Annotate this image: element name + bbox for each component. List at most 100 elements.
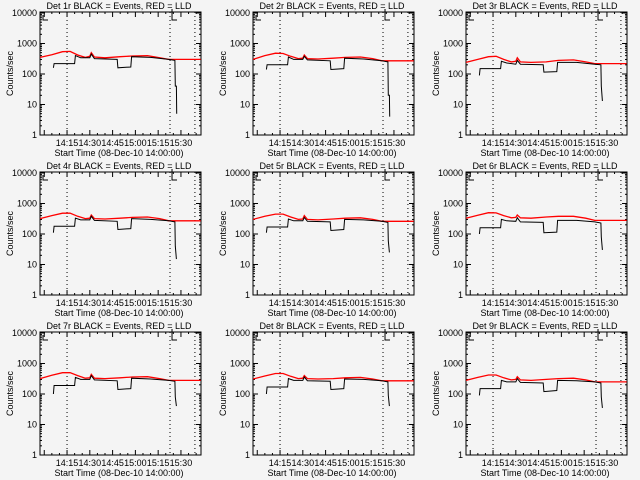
x-axis-label: Start Time (08-Dec-10 14:00:00)	[54, 308, 183, 318]
x-tick-label: 14:15	[56, 298, 79, 308]
panel-title: Det 3r BLACK = Events, RED = LLD	[472, 1, 618, 11]
bracket-marker	[255, 335, 261, 341]
x-axis-label: Start Time (08-Dec-10 14:00:00)	[54, 148, 183, 158]
bracket-marker	[255, 175, 261, 181]
panel-title: Det 8r BLACK = Events, RED = LLD	[259, 321, 405, 331]
y-tick-label: 10000	[12, 328, 37, 338]
x-tick-label: 14:30	[505, 298, 528, 308]
y-axis-label: Counts/sec	[218, 50, 228, 96]
lld-series-line	[465, 212, 627, 222]
events-series-line	[478, 377, 603, 408]
x-tick-label: 15:00	[337, 138, 360, 148]
events-series-line	[52, 215, 177, 260]
detector-panel: Det 6r BLACK = Events, RED = LLD 1 10 100 10…	[431, 161, 628, 318]
y-tick-label: 10	[27, 260, 37, 270]
lld-series-line	[465, 374, 627, 383]
y-tick-label: 1000	[230, 39, 250, 49]
plot-frame	[39, 11, 202, 136]
y-tick-label: 1	[458, 450, 463, 460]
y-tick-label: 10	[27, 420, 37, 430]
y-tick-label: 10	[240, 100, 250, 110]
panel-title: Det 1r BLACK = Events, RED = LLD	[46, 1, 192, 11]
bracket-marker	[42, 15, 48, 21]
y-axis-label: Counts/sec	[5, 50, 15, 96]
panel-title: Det 5r BLACK = Events, RED = LLD	[259, 161, 405, 171]
bracket-marker	[384, 329, 391, 341]
lld-series-line	[252, 372, 414, 382]
bracket-marker	[171, 329, 178, 341]
y-axis-label: Counts/sec	[431, 50, 441, 96]
y-axis-label: Counts/sec	[5, 370, 15, 416]
x-tick-label: 14:30	[79, 458, 102, 468]
detector-panel: Det 2r BLACK = Events, RED = LLD 1 10 100 10…	[218, 1, 415, 158]
x-tick-label: 15:30	[383, 458, 406, 468]
x-tick-label: 15:30	[170, 458, 193, 468]
y-tick-label: 1000	[443, 359, 463, 369]
x-tick-label: 14:30	[292, 458, 315, 468]
x-axis-label: Start Time (08-Dec-10 14:00:00)	[267, 148, 396, 158]
bracket-marker	[468, 15, 474, 21]
plot-frame	[39, 331, 202, 456]
x-tick-label: 14:45	[314, 458, 337, 468]
x-tick-label: 14:15	[482, 138, 505, 148]
y-tick-label: 1000	[230, 199, 250, 209]
y-axis-label: Counts/sec	[218, 370, 228, 416]
x-tick-label: 15:15	[147, 298, 170, 308]
x-tick-label: 15:15	[573, 458, 596, 468]
lld-series-line	[39, 50, 201, 61]
y-tick-label: 1	[245, 290, 250, 300]
x-tick-label: 14:45	[101, 458, 124, 468]
x-tick-label: 15:30	[596, 458, 619, 468]
panel-title: Det 4r BLACK = Events, RED = LLD	[46, 161, 192, 171]
x-tick-label: 14:45	[314, 298, 337, 308]
detector-panel: Det 7r BLACK = Events, RED = LLD 1 10 100 10…	[5, 321, 202, 478]
bracket-marker	[468, 335, 474, 341]
x-tick-label: 14:15	[482, 458, 505, 468]
detector-panel: Det 9r BLACK = Events, RED = LLD 1 10 100 10…	[431, 321, 628, 478]
y-tick-label: 10000	[225, 168, 250, 178]
x-tick-label: 15:00	[550, 138, 573, 148]
events-series-line	[265, 376, 390, 407]
x-tick-label: 14:15	[56, 138, 79, 148]
x-tick-label: 15:00	[550, 458, 573, 468]
plot-frame	[465, 171, 628, 296]
plot-frame	[465, 331, 628, 456]
x-tick-label: 15:00	[337, 458, 360, 468]
x-tick-label: 15:30	[170, 138, 193, 148]
x-tick-label: 14:15	[56, 458, 79, 468]
bracket-marker	[384, 9, 391, 21]
lld-series-line	[39, 372, 201, 382]
x-tick-label: 15:30	[383, 138, 406, 148]
detector-panel: Det 5r BLACK = Events, RED = LLD 1 10 100 10…	[218, 161, 415, 318]
x-tick-label: 14:45	[527, 298, 550, 308]
x-tick-label: 14:15	[482, 298, 505, 308]
y-tick-label: 10000	[438, 328, 463, 338]
x-tick-label: 14:45	[527, 138, 550, 148]
y-tick-label: 1	[458, 130, 463, 140]
x-tick-label: 15:15	[573, 298, 596, 308]
bracket-marker	[384, 169, 391, 181]
bracket-marker	[597, 9, 604, 21]
lld-series-line	[39, 212, 201, 222]
y-tick-label: 10000	[12, 168, 37, 178]
y-tick-label: 1	[458, 290, 463, 300]
events-series-line	[52, 374, 177, 407]
x-tick-label: 14:30	[292, 138, 315, 148]
y-tick-label: 1000	[17, 199, 37, 209]
detector-panel: Det 3r BLACK = Events, RED = LLD 1 10 100 10…	[431, 1, 628, 158]
panel-title: Det 2r BLACK = Events, RED = LLD	[259, 1, 405, 11]
events-series-line	[265, 216, 390, 253]
panel-title: Det 9r BLACK = Events, RED = LLD	[472, 321, 618, 331]
x-tick-label: 15:30	[596, 138, 619, 148]
y-axis-label: Counts/sec	[5, 210, 15, 256]
detector-panel: Det 8r BLACK = Events, RED = LLD 1 10 100 10…	[218, 321, 415, 478]
x-tick-label: 15:15	[147, 138, 170, 148]
plot-frame	[39, 171, 202, 296]
plot-frame	[465, 11, 628, 136]
y-tick-label: 1	[32, 130, 37, 140]
detector-panel: Det 1r BLACK = Events, RED = LLD 1 10 100 10…	[5, 1, 202, 158]
lld-series-line	[252, 52, 414, 62]
events-series-line	[265, 55, 391, 117]
x-tick-label: 14:15	[269, 138, 292, 148]
x-tick-label: 14:30	[505, 138, 528, 148]
